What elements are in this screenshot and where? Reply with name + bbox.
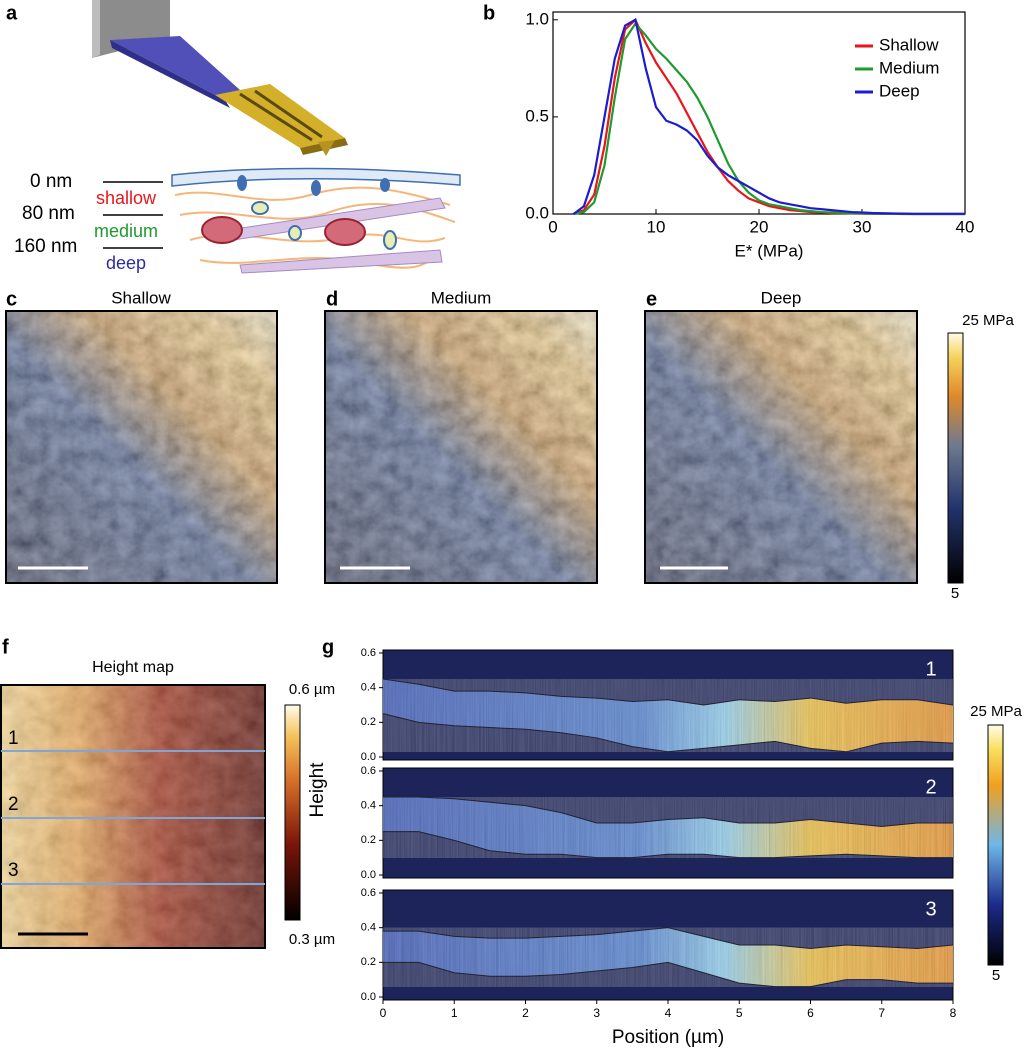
- panel-label: f: [2, 636, 9, 658]
- colorbar-label: 5: [951, 585, 959, 602]
- y-tick-label: 0.2: [361, 834, 376, 846]
- colorbar-label: 0.3 µm: [289, 931, 335, 948]
- y-tick-label: 0.6: [361, 887, 376, 899]
- panel-label: e: [646, 288, 657, 310]
- y-tick-label: 0.6: [361, 765, 376, 777]
- colorbar: [987, 724, 1004, 966]
- profile-edge: [382, 678, 954, 706]
- y-tick-label: 0.0: [361, 869, 376, 881]
- x-tick-label: 0: [380, 1006, 387, 1020]
- map-title: Medium: [431, 288, 491, 307]
- x-tick-label: 10: [647, 217, 666, 236]
- modulus-map: [5, 310, 278, 584]
- profile-edge: [382, 713, 954, 753]
- x-axis-label: Position (µm): [612, 1027, 724, 1048]
- y-tick-label: 0.2: [361, 716, 376, 728]
- cantilever-schematic: [92, 0, 461, 274]
- panel-number: 1: [925, 658, 936, 680]
- panel-label: d: [326, 288, 338, 310]
- legend-label: Deep: [879, 81, 920, 100]
- y-tick-label: 1.0: [525, 9, 549, 28]
- colorbar-label: 5: [992, 967, 1000, 984]
- x-tick-label: 8: [950, 1006, 957, 1020]
- panel-number: 2: [925, 776, 936, 798]
- series-line: [572, 18, 965, 215]
- layer-label: shallow: [96, 188, 157, 208]
- line-label: 2: [8, 794, 19, 815]
- depth-label: 160 nm: [14, 236, 77, 257]
- y-tick-label: 0.0: [525, 203, 549, 222]
- panel-number: 3: [925, 898, 936, 920]
- profile-edge: [383, 961, 953, 988]
- height-map: [0, 684, 266, 949]
- depth-label: 0 nm: [30, 171, 72, 192]
- y-tick-label: 0.4: [361, 800, 376, 812]
- y-tick-label: 0.4: [361, 922, 376, 934]
- profile-edge: [383, 831, 953, 859]
- modulus-map: [324, 310, 598, 584]
- modulus-map: [644, 310, 918, 584]
- colorbar-label: 0.6 µm: [289, 681, 335, 698]
- colorbar: [947, 332, 964, 584]
- map-title: Shallow: [111, 288, 171, 307]
- y-tick-label: 0.0: [361, 751, 376, 763]
- profile-texture: [383, 797, 953, 858]
- map-title: Deep: [761, 288, 802, 307]
- panel-label: a: [6, 2, 18, 24]
- x-tick-label: 6: [807, 1006, 814, 1020]
- layer-label: deep: [106, 253, 146, 273]
- y-tick-label: 0.2: [361, 956, 376, 968]
- x-tick-label: 2: [522, 1006, 529, 1020]
- x-tick-label: 4: [665, 1006, 672, 1020]
- map-title: Height map: [92, 659, 174, 676]
- y-tick-label: 0.6: [361, 647, 376, 659]
- x-tick-label: 30: [853, 217, 872, 236]
- depth-label: 80 nm: [22, 203, 75, 224]
- x-tick-label: 1: [451, 1006, 458, 1020]
- x-tick-label: 40: [956, 217, 975, 236]
- legend-label: Medium: [879, 58, 939, 77]
- layer-label: medium: [94, 221, 158, 241]
- x-tick-label: 0: [548, 217, 557, 236]
- line-label: 1: [8, 728, 19, 749]
- x-tick-label: 20: [750, 217, 769, 236]
- line-label: 3: [8, 860, 19, 881]
- y-tick-label: 0.0: [361, 991, 376, 1003]
- profile-edge: [383, 796, 953, 827]
- y-tick-label: 0.4: [361, 682, 376, 694]
- colorbar: [284, 704, 301, 921]
- x-tick-label: 3: [593, 1006, 600, 1020]
- colorbar-label: 25 MPa: [970, 703, 1022, 720]
- y-tick-label: 0.5: [525, 106, 549, 125]
- panel-label: c: [6, 288, 17, 310]
- colorbar-label: 25 MPa: [962, 312, 1014, 329]
- profile-edge: [383, 927, 954, 949]
- x-axis-label: E* (MPa): [735, 241, 804, 260]
- profile-texture: [383, 927, 953, 987]
- x-tick-label: 7: [878, 1006, 885, 1020]
- colorbar-title: Height: [307, 762, 328, 818]
- panel-label: g: [322, 636, 334, 658]
- profile-texture: [383, 679, 953, 752]
- legend-label: Shallow: [879, 35, 939, 54]
- panel-label: b: [483, 2, 495, 24]
- x-tick-label: 5: [736, 1006, 743, 1020]
